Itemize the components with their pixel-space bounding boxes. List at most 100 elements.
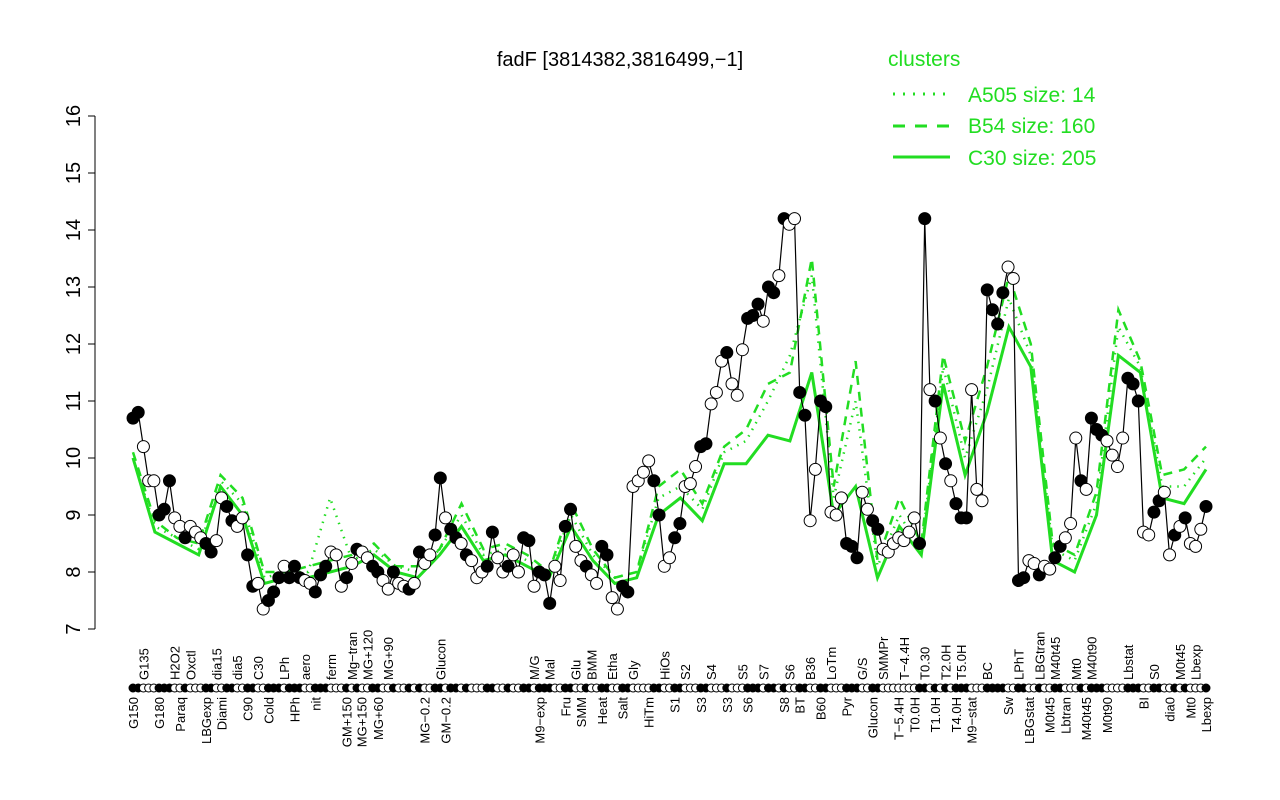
y-tick-label: 12 (63, 333, 85, 355)
x-tick-label: HiOs (657, 651, 672, 680)
data-point (501, 559, 515, 573)
x-tick-label: MG+60 (371, 697, 386, 740)
x-tick-label: M0t45 (1043, 697, 1058, 733)
x-tick-label: ferm (324, 654, 339, 680)
data-point (1105, 448, 1119, 462)
data-point (902, 525, 916, 539)
x-tick-label: C90 (241, 697, 256, 721)
data-point (1069, 431, 1083, 445)
x-tick-label: M40t45 (1048, 637, 1063, 680)
data-point (959, 511, 973, 525)
data-point (735, 343, 749, 357)
data-point (985, 303, 999, 317)
x-tick-label: LBGstat (1022, 697, 1037, 744)
data-point (772, 269, 786, 283)
data-point (1100, 434, 1114, 448)
legend: clusters A505 size: 14 B54 size: 160 C30… (888, 48, 1096, 170)
data-point (345, 556, 359, 570)
x-tick-label: MG−0.2 (418, 697, 433, 744)
data-point (428, 528, 442, 542)
x-tick-label: Diami (215, 697, 230, 730)
x-tick-label: LBGtran (1032, 632, 1047, 680)
data-point (235, 511, 249, 525)
data-point (1163, 548, 1177, 562)
data-point (980, 283, 994, 297)
x-tick-label: Mt0 (1069, 658, 1084, 680)
data-point (537, 568, 551, 582)
x-tick-label: T0.30 (918, 647, 933, 680)
data-point (668, 531, 682, 545)
data-point (788, 212, 802, 226)
data-point (1110, 460, 1124, 474)
data-point (178, 531, 192, 545)
x-tick-label: Glu (569, 660, 584, 680)
data-point (725, 377, 739, 391)
data-point (386, 565, 400, 579)
data-point (970, 482, 984, 496)
data-point (871, 522, 885, 536)
data-point (647, 474, 661, 488)
data-point (147, 474, 161, 488)
x-tick-label: Mal (543, 659, 558, 680)
x-tick-label: Salt (616, 697, 631, 720)
y-tick-label: 14 (63, 219, 85, 241)
x-tick-label: GM+150 (340, 697, 355, 747)
data-point (834, 491, 848, 505)
data-point (1017, 571, 1031, 585)
x-tick-label: M0t90 (1100, 697, 1115, 733)
data-point (829, 508, 843, 522)
x-tick-label: HiTm (642, 697, 657, 728)
x-tick-label: G135 (136, 648, 151, 680)
data-point (454, 537, 468, 550)
data-point (241, 548, 255, 562)
data-point (933, 431, 947, 445)
data-point (855, 485, 869, 499)
x-tick-label: G150 (126, 697, 141, 729)
legend-label-b54: B54 size: 160 (968, 115, 1095, 138)
data-point (423, 548, 437, 562)
x-tick-label: Lbstat (1121, 644, 1136, 680)
data-point (793, 385, 807, 399)
x-tick-label: S2 (678, 664, 693, 680)
data-point (949, 497, 963, 511)
data-point (845, 539, 859, 553)
x-tick-label: M0t45 (1173, 644, 1188, 680)
legend-label-a505: A505 size: 14 (968, 84, 1096, 107)
x-tick-label: GM−0.2 (439, 697, 454, 744)
data-point (407, 576, 421, 590)
x-tick-label: Lbexp (1189, 645, 1204, 680)
data-point (204, 545, 218, 559)
x-tick-label: HPh (287, 697, 302, 722)
data-point (720, 346, 734, 360)
data-points (126, 212, 1213, 616)
data-point (1131, 394, 1145, 408)
x-tick-label: S0 (1147, 664, 1162, 680)
data-point (569, 539, 583, 553)
x-tick-label: S8 (777, 697, 792, 713)
x-tick-label: MG+120 (360, 630, 375, 680)
data-point (1142, 528, 1156, 542)
data-point (287, 559, 301, 573)
x-tick-label: Mg−tran (345, 632, 360, 680)
y-tick-label: 8 (63, 566, 85, 577)
x-tick-label: Oxctl (183, 650, 198, 680)
data-point (944, 474, 958, 488)
data-point (673, 517, 687, 531)
y-tick-label: 11 (63, 391, 85, 412)
data-point (329, 548, 343, 562)
data-point (1043, 562, 1057, 576)
x-tick-label: Lbexp (1199, 697, 1214, 732)
data-point (803, 514, 817, 528)
data-point (308, 585, 322, 599)
data-point (1058, 531, 1072, 545)
data-point (465, 554, 479, 568)
x-tick-label: BMM (584, 650, 599, 680)
data-point (928, 394, 942, 408)
x-tick-label: G180 (152, 697, 167, 729)
y-tick-label: 7 (63, 623, 85, 634)
x-tick-label: B60 (814, 697, 829, 720)
data-point (923, 383, 937, 397)
data-point (600, 548, 614, 562)
x-tick-label: S4 (704, 664, 719, 680)
data-point (709, 385, 723, 399)
